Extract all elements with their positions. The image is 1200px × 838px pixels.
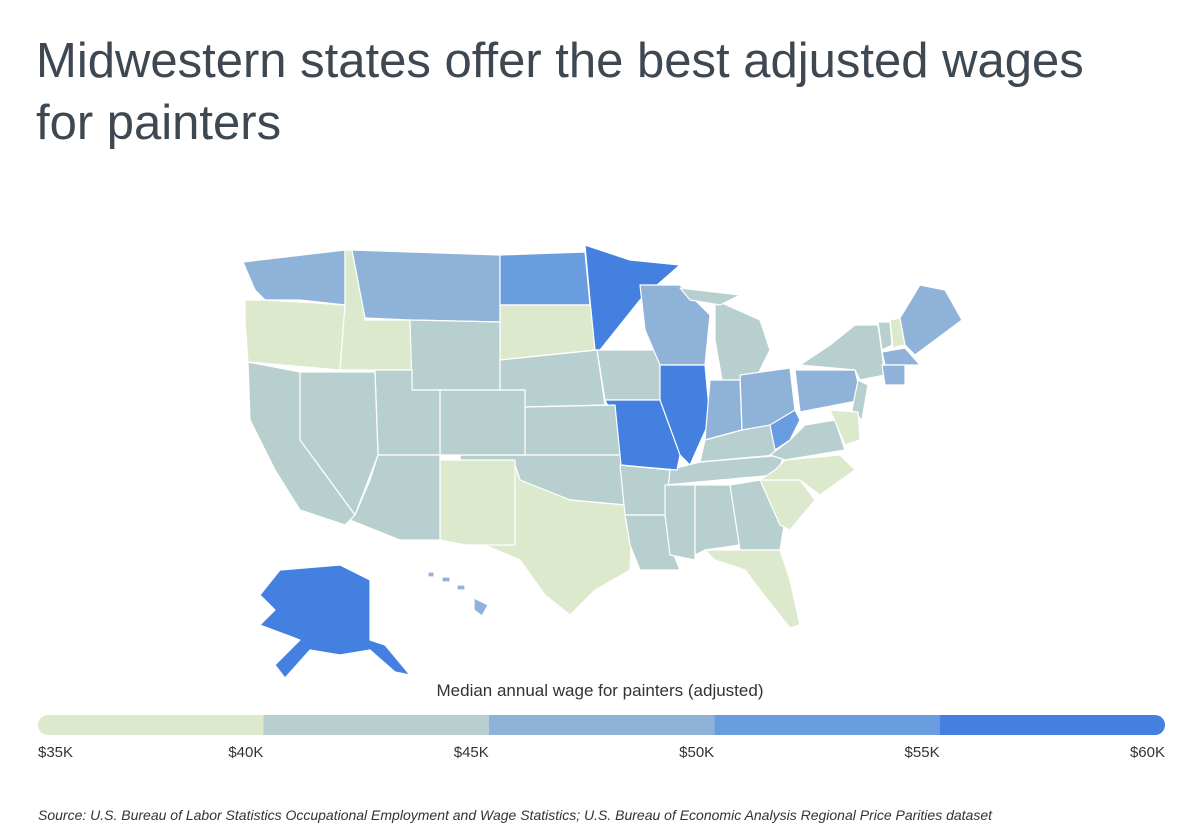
state	[851, 379, 869, 421]
legend-swatch	[263, 715, 489, 735]
state	[664, 484, 696, 561]
legend-tick-label: $35K	[38, 744, 73, 761]
legend-swatch	[939, 715, 1165, 735]
state	[427, 571, 435, 578]
legend-swatch	[38, 715, 264, 735]
legend-tick-label: $55K	[905, 744, 940, 761]
state	[694, 484, 741, 556]
state	[584, 244, 681, 351]
state	[439, 459, 516, 546]
state	[619, 464, 671, 516]
state	[524, 404, 621, 456]
state	[244, 299, 346, 371]
legend-title: Median annual wage for painters (adjuste…	[437, 681, 764, 700]
state	[439, 389, 526, 456]
legend-swatch	[488, 715, 715, 735]
state	[794, 369, 863, 413]
legend-swatch	[714, 715, 940, 735]
state	[881, 364, 906, 386]
legend-tick-label: $50K	[679, 744, 714, 761]
legend-tick-label: $45K	[454, 744, 489, 761]
state	[769, 409, 801, 451]
state	[704, 549, 801, 629]
state	[499, 251, 591, 306]
state	[351, 249, 501, 323]
state	[714, 299, 771, 381]
state	[679, 287, 741, 306]
state	[456, 584, 466, 591]
state	[441, 576, 451, 583]
title: Midwestern states offer the best adjuste…	[36, 34, 1084, 150]
state	[899, 284, 963, 356]
state	[877, 321, 893, 351]
state	[259, 564, 411, 679]
legend-tick-label: $60K	[1130, 744, 1165, 761]
state	[247, 361, 356, 526]
legend-tick-label: $40K	[228, 744, 263, 761]
state	[349, 454, 441, 541]
state	[729, 479, 786, 551]
source: Source: U.S. Bureau of Labor Statistics …	[38, 807, 993, 823]
state	[881, 347, 921, 366]
state	[409, 319, 501, 391]
state	[242, 249, 346, 306]
state	[473, 597, 489, 617]
state	[759, 454, 856, 496]
state	[829, 409, 861, 446]
